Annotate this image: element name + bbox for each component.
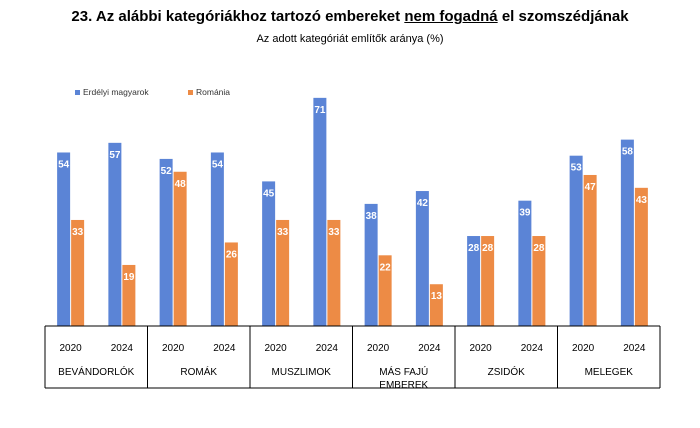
year-tick-label: 2020: [367, 343, 390, 354]
value-label-erdelyi: 58: [622, 147, 634, 158]
bar-erdelyi-1-0: [159, 158, 173, 326]
value-label-erdelyi: 57: [109, 150, 121, 161]
bar-romania-1-0: [173, 171, 187, 326]
legend-swatch-romania: [188, 90, 193, 95]
bar-romania-0-1: [122, 264, 136, 326]
value-label-romania: 28: [482, 243, 494, 254]
year-tick-label: 2024: [623, 343, 646, 354]
chart-subtitle: Az adott kategóriát említők aránya (%): [256, 33, 444, 45]
value-label-romania: 19: [123, 272, 135, 283]
bar-romania-3-0: [378, 255, 392, 326]
category-tick-label: BEVÁNDORLÓK: [58, 365, 134, 378]
bar-romania-4-0: [481, 236, 495, 326]
bar-romania-5-1: [634, 187, 648, 326]
year-tick-label: 2020: [162, 343, 185, 354]
value-label-romania: 33: [328, 227, 340, 238]
value-label-romania: 13: [431, 291, 443, 302]
legend-label-romania: Románia: [196, 87, 230, 97]
title-suffix: el szomszédjának: [497, 8, 629, 25]
chart-title: 23. Az alábbi kategóriákhoz tartozó embe…: [0, 8, 700, 25]
year-tick-label: 2024: [111, 343, 134, 354]
bar-erdelyi-4-1: [518, 200, 532, 326]
bar-romania-1-1: [224, 242, 238, 326]
value-label-erdelyi: 42: [417, 198, 429, 209]
value-label-romania: 48: [175, 179, 187, 190]
bar-erdelyi-4-0: [467, 236, 481, 326]
value-label-erdelyi: 71: [314, 105, 326, 116]
bar-erdelyi-5-0: [569, 155, 583, 326]
value-label-romania: 43: [636, 195, 648, 206]
bar-romania-2-1: [327, 219, 341, 326]
year-tick-label: 2024: [521, 343, 544, 354]
bar-romania-0-0: [71, 219, 85, 326]
year-tick-label: 2024: [418, 343, 441, 354]
value-label-erdelyi: 53: [571, 163, 583, 174]
year-tick-label: 2024: [213, 343, 236, 354]
value-label-erdelyi: 39: [519, 208, 531, 219]
year-tick-label: 2024: [316, 343, 339, 354]
value-label-erdelyi: 28: [468, 243, 480, 254]
value-label-romania: 26: [226, 249, 238, 260]
value-label-erdelyi: 54: [58, 159, 70, 170]
bar-romania-5-0: [583, 174, 597, 326]
value-label-romania: 22: [380, 262, 392, 273]
value-label-erdelyi: 45: [263, 188, 275, 199]
year-tick-label: 2020: [60, 343, 83, 354]
year-tick-label: 2020: [572, 343, 595, 354]
value-label-erdelyi: 54: [212, 159, 224, 170]
value-label-romania: 33: [277, 227, 289, 238]
bar-romania-4-1: [532, 236, 546, 326]
category-tick-label: MELEGEK: [585, 367, 634, 378]
bar-erdelyi-2-1: [313, 97, 327, 326]
category-tick-label: MÁS FAJÚ: [379, 365, 428, 378]
bar-erdelyi-3-1: [415, 191, 429, 326]
bar-erdelyi-5-1: [620, 139, 634, 326]
category-tick-label: ZSIDÓK: [488, 365, 526, 378]
bar-erdelyi-0-1: [108, 142, 122, 326]
value-label-erdelyi: 52: [161, 166, 173, 177]
year-tick-label: 2020: [265, 343, 288, 354]
year-tick-label: 2020: [470, 343, 493, 354]
category-tick-label: ROMÁK: [180, 365, 217, 378]
value-label-romania: 47: [585, 182, 597, 193]
title-prefix: 23. Az alábbi kategóriákhoz tartozó embe…: [71, 8, 405, 25]
category-tick-label: EMBEREK: [379, 380, 428, 391]
legend-label-erdelyi: Erdélyi magyarok: [83, 87, 149, 97]
value-label-romania: 28: [533, 243, 545, 254]
category-tick-label: MUSZLIMOK: [272, 367, 332, 378]
bar-romania-2-0: [276, 219, 290, 326]
title-underlined: nem fogadná: [404, 8, 498, 25]
bar-erdelyi-3-0: [364, 203, 378, 326]
bar-romania-3-1: [429, 284, 443, 326]
value-label-erdelyi: 38: [366, 211, 378, 222]
legend-swatch-erdelyi: [75, 90, 80, 95]
bar-erdelyi-2-0: [262, 181, 276, 326]
bar-erdelyi-1-1: [210, 152, 224, 326]
value-label-romania: 33: [72, 227, 84, 238]
bar-erdelyi-0-0: [57, 152, 71, 326]
